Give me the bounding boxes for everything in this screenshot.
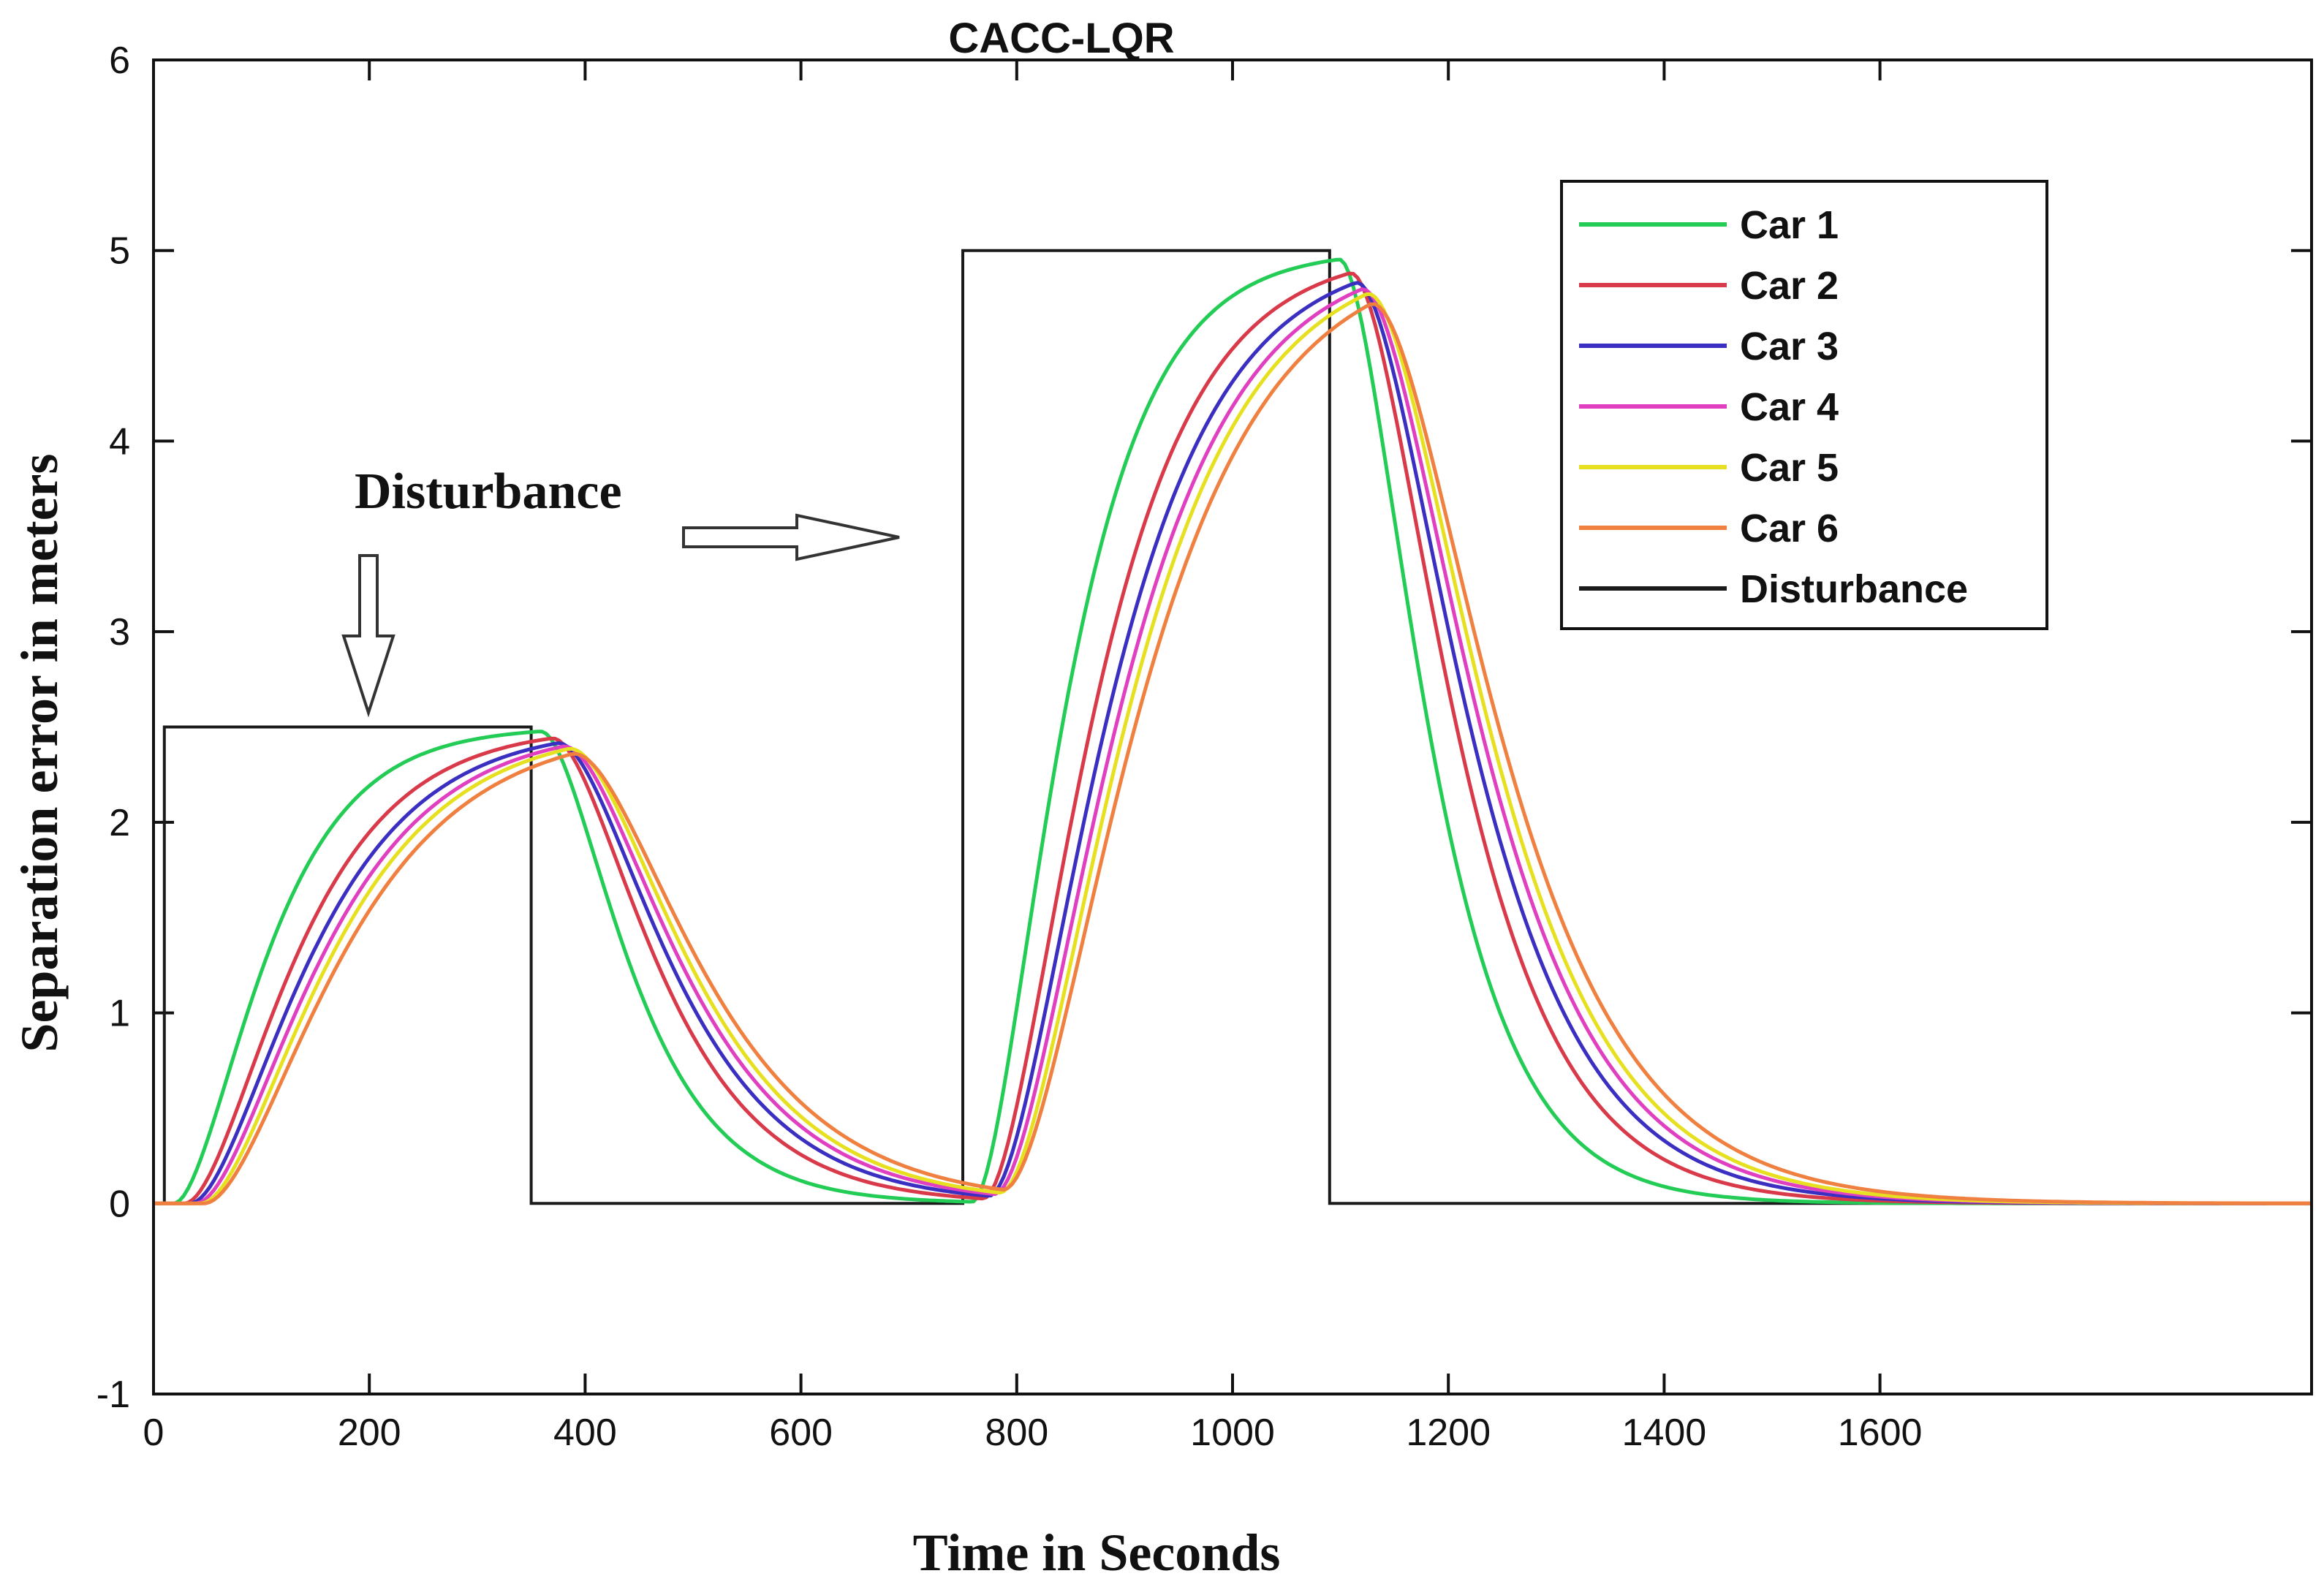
y-axis-label: Separation error in meters: [10, 453, 69, 1052]
x-tick-label: 0: [143, 1412, 164, 1454]
legend-label: Car 5: [1740, 446, 1839, 490]
legend-label: Car 4: [1740, 385, 1839, 429]
x-tick-label: 1000: [1190, 1412, 1275, 1454]
chart-title: CACC-LQR: [948, 15, 1174, 62]
y-tick-label: 1: [109, 993, 130, 1035]
x-tick-label: 1600: [1838, 1412, 1923, 1454]
y-tick-label: 2: [109, 802, 130, 844]
legend-label: Car 1: [1740, 203, 1839, 247]
y-tick-label: 6: [109, 39, 130, 82]
x-tick-label: 400: [553, 1412, 617, 1454]
annotation-text: Disturbance: [355, 463, 622, 520]
y-tick-label: 3: [109, 611, 130, 654]
right-arrow-icon: [682, 513, 900, 561]
down-arrow-icon: [341, 554, 395, 718]
x-tick-label: 600: [769, 1412, 833, 1454]
disturbance-annotation: Disturbance: [341, 463, 900, 718]
y-tick-label: 5: [109, 230, 130, 273]
series-line: [154, 302, 2312, 1205]
x-tick-label: 1200: [1406, 1412, 1491, 1454]
tick-labels: 0 200 400 600 800 1000 1200 1400 1600 -1 0 1 2 3 4 5 6: [96, 39, 1923, 1454]
series-layer: [154, 249, 2312, 1205]
legend-label: Car 3: [1740, 325, 1839, 368]
legend: Car 1 Car 2 Car 3 Car 4 Car 5 Car 6 Disturbanc…: [1560, 180, 2048, 630]
y-tick-label: 0: [109, 1183, 130, 1225]
legend-label: Car 6: [1740, 507, 1839, 550]
plot-frame: [152, 58, 2313, 1395]
x-tick-label: 1400: [1622, 1412, 1707, 1454]
legend-label: Car 2: [1740, 264, 1839, 308]
x-tick-label: 800: [985, 1412, 1048, 1454]
x-tick-label: 200: [338, 1412, 401, 1454]
y-tick-label: 4: [109, 420, 130, 463]
legend-label: Disturbance: [1740, 567, 1968, 611]
disturbance-line: [154, 249, 2312, 1205]
x-axis-label: Time in Seconds: [913, 1523, 1281, 1582]
y-tick-label: -1: [96, 1374, 130, 1416]
